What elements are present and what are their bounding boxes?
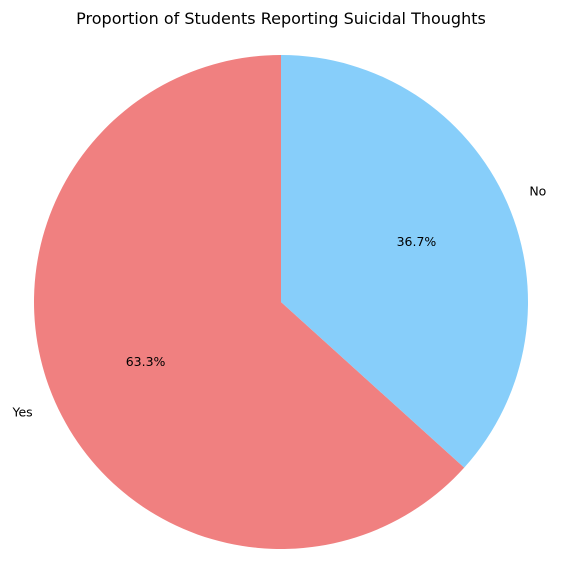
slice-label-yes: Yes (11, 404, 32, 419)
slice-label-no: No (529, 184, 546, 199)
percent-label-yes: 63.3% (126, 354, 166, 369)
pie-slice-yes (33, 55, 465, 549)
pie-slices (33, 55, 528, 549)
pie-slice-no (281, 55, 528, 468)
percent-label-no: 36.7% (397, 234, 437, 249)
chart-title: Proportion of Students Reporting Suicida… (76, 9, 486, 28)
pie-labels: Yes 63.3% No 36.7% (11, 184, 546, 420)
